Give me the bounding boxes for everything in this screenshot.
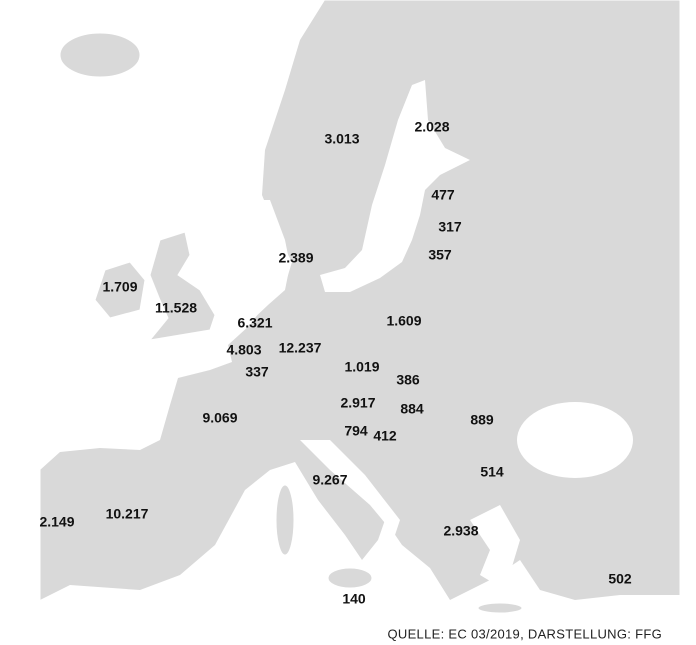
- value-label: 9.267: [312, 472, 347, 488]
- value-label: 10.217: [106, 506, 149, 522]
- iceland: [59, 32, 141, 78]
- value-label: 412: [373, 428, 397, 444]
- atlantic: [0, 0, 325, 645]
- value-label: 3.013: [324, 131, 359, 147]
- value-label: 1.609: [386, 313, 421, 329]
- black-sea: [517, 402, 633, 478]
- mediterranean: [40, 462, 680, 645]
- sicily: [327, 567, 373, 589]
- value-label: 889: [470, 412, 494, 428]
- value-label: 11.528: [155, 300, 197, 316]
- value-labels: 3.013 2.028 477 317 357 2.389 1.709 11.528 6.321…: [39, 119, 631, 607]
- value-label: 2.149: [39, 514, 74, 530]
- baltic: [320, 80, 470, 292]
- value-label: 357: [428, 247, 452, 263]
- corsica-sardinia: [275, 484, 295, 556]
- great-britain: [148, 231, 216, 341]
- value-label: 9.069: [202, 410, 237, 426]
- value-label: 4.803: [226, 342, 261, 358]
- value-label: 502: [608, 571, 632, 587]
- source-note: QUELLE: EC 03/2019, DARSTELLUNG: FFG: [387, 626, 662, 641]
- aegean: [470, 505, 520, 590]
- value-label: 12.237: [279, 340, 322, 356]
- value-label: 2.938: [443, 523, 478, 539]
- value-label: 6.321: [237, 315, 272, 331]
- value-label: 1.019: [344, 359, 379, 375]
- value-label: 1.709: [102, 279, 137, 295]
- value-label: 514: [480, 464, 504, 480]
- ireland: [94, 261, 146, 319]
- value-label: 386: [396, 372, 420, 388]
- value-label: 2.028: [414, 119, 449, 135]
- adriatic: [300, 440, 400, 535]
- map-shapes: [0, 0, 681, 645]
- value-label: 2.389: [278, 250, 313, 266]
- value-label: 2.917: [340, 395, 375, 411]
- crete: [477, 602, 523, 614]
- value-label: 140: [342, 591, 366, 607]
- north-sea: [212, 200, 290, 330]
- value-label: 477: [431, 187, 455, 203]
- value-label: 794: [344, 423, 368, 439]
- value-label: 317: [438, 219, 462, 235]
- value-label: 884: [400, 401, 424, 417]
- value-label: 337: [245, 364, 269, 380]
